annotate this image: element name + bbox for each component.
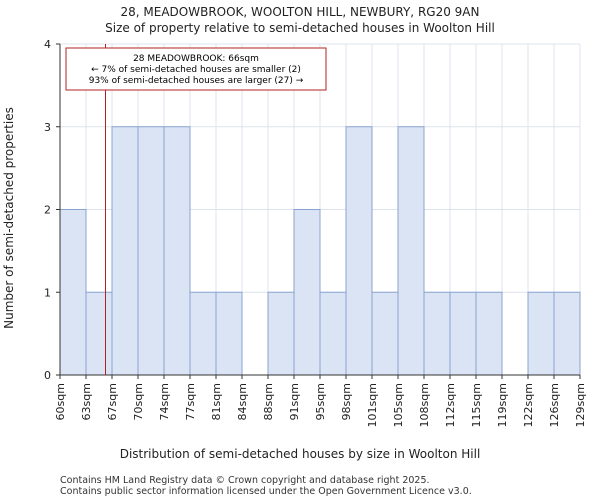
x-tick-label: 98sqm [340,383,353,420]
x-tick-label: 88sqm [262,383,275,420]
x-tick-label: 63sqm [80,383,93,420]
bar-95sqm [319,291,347,376]
bar-126sqm [553,291,581,376]
bar-108sqm [423,291,451,376]
x-tick-label: 122sqm [522,383,535,427]
x-tick-label: 74sqm [158,383,171,420]
annotation-line-3: 93% of semi-detached houses are larger (… [89,76,304,86]
annotation-line-2: ← 7% of semi-detached houses are smaller… [91,65,301,75]
bar-88sqm [267,291,295,376]
x-tick-label: 70sqm [132,383,145,420]
footer-line-2: Contains public sector information licen… [60,486,472,497]
x-tick-label: 108sqm [418,383,431,427]
y-tick-label: 3 [44,121,51,134]
bar-77sqm [189,291,217,376]
bar-63sqm [85,291,113,376]
y-tick-label: 4 [44,38,51,51]
chart-title: 28, MEADOWBROOK, WOOLTON HILL, NEWBURY, … [121,5,480,19]
x-tick-label: 112sqm [444,383,457,427]
bar-115sqm [475,291,503,376]
bar-70sqm [137,126,165,376]
ticks: 0 1 2 3 4 60sqm 63sqm 67sqm 70sqm 74sqm 77sqm 81sqm… [44,38,587,427]
x-tick-label: 84sqm [236,383,249,420]
annotation-box: 28 MEADOWBROOK: 66sqm ← 7% of semi-detac… [65,47,327,91]
bar-74sqm [163,126,191,376]
y-tick-label: 0 [44,369,51,382]
x-tick-label: 77sqm [184,383,197,420]
chart-subtitle: Size of property relative to semi-detach… [105,21,495,35]
bar-122sqm [527,291,555,376]
x-tick-label: 119sqm [496,383,509,427]
bar-112sqm [449,291,477,376]
bar-105sqm [397,126,425,376]
bar-91sqm [293,209,321,376]
x-tick-label: 81sqm [210,383,223,420]
y-axis-label: Number of semi-detached properties [2,107,16,329]
x-axis-label: Distribution of semi-detached houses by … [120,447,481,461]
y-tick-label: 1 [44,286,51,299]
annotation-line-1: 28 MEADOWBROOK: 66sqm [133,54,259,64]
bar-67sqm [111,126,139,376]
bar-81sqm [215,291,243,376]
bar-60sqm [59,209,87,376]
bar-98sqm [345,126,373,376]
x-tick-label: 91sqm [288,383,301,420]
x-tick-label: 129sqm [574,383,587,427]
annotation-frame [65,47,327,91]
x-tick-label: 115sqm [470,383,483,427]
footer-line-1: Contains HM Land Registry data © Crown c… [60,475,430,486]
x-tick-label: 67sqm [106,383,119,420]
x-tick-label: 126sqm [548,383,561,427]
x-tick-label: 105sqm [392,383,405,427]
x-tick-label: 60sqm [54,383,67,420]
y-tick-label: 2 [44,204,51,217]
bar-101sqm [371,291,399,376]
x-tick-label: 101sqm [366,383,379,427]
x-tick-label: 95sqm [314,383,327,420]
